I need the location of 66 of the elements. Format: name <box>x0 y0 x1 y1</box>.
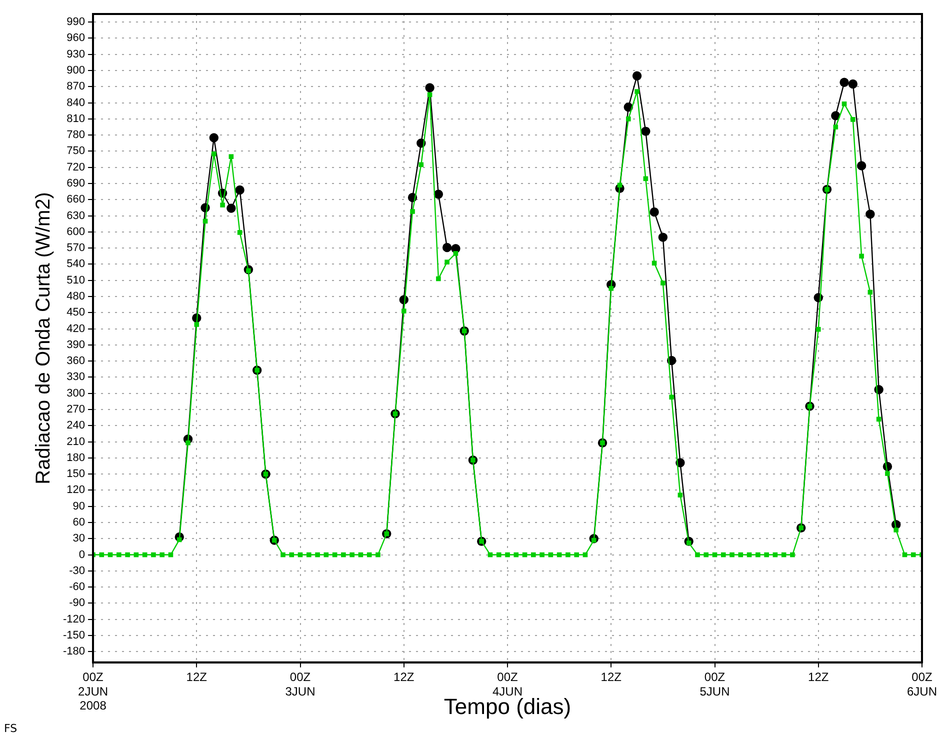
y-tick-label: 0 <box>78 548 86 561</box>
y-tick-label: 240 <box>66 420 86 432</box>
point <box>831 111 840 120</box>
y-tick-label: 90 <box>72 500 86 512</box>
y-tick-label: 930 <box>66 48 86 60</box>
x-tick-label: 12Z <box>808 670 829 684</box>
y-tick-label: 900 <box>66 64 86 77</box>
y-tick-label: 540 <box>66 258 86 270</box>
y-tick-label: 660 <box>66 194 86 206</box>
point <box>866 210 875 219</box>
y-tick-label: 690 <box>66 178 86 190</box>
y-tick-label: -180 <box>62 646 86 658</box>
y-tick-label: 630 <box>66 210 86 222</box>
y-tick-label: 480 <box>66 290 86 303</box>
y-tick-label: -120 <box>62 613 86 626</box>
y-tick-label: 270 <box>66 404 86 416</box>
y-tick-label: 990 <box>66 16 86 28</box>
point <box>442 242 452 252</box>
y-tick-label: 30 <box>72 532 86 545</box>
x-tick-label: 12Z <box>186 670 207 684</box>
y-tick-label: -90 <box>69 597 86 610</box>
y-tick-label: 360 <box>66 355 86 368</box>
y-tick-label: -60 <box>69 581 86 594</box>
x-tick-label: 00Z 5JUN <box>700 670 730 698</box>
y-tick-label: 450 <box>66 306 86 319</box>
point <box>641 126 650 136</box>
point <box>434 190 444 199</box>
y-tick-label: 510 <box>66 274 86 286</box>
y-tick-label: 870 <box>66 80 86 93</box>
x-tick-label: 12Z <box>600 670 622 684</box>
y-tick-label: 780 <box>66 129 86 142</box>
y-tick-label: 60 <box>72 516 86 529</box>
x-tick-label: 00Z 3JUN <box>285 670 316 698</box>
y-tick-label: 960 <box>66 32 86 44</box>
text: FS <box>4 722 18 735</box>
x-tick-label: 00Z 6JUN <box>906 670 938 698</box>
y-tick-label: 420 <box>66 322 86 335</box>
y-axis-title: Radiacao de Onda Curta (W/m2) <box>32 192 55 484</box>
point <box>235 185 244 195</box>
point <box>856 161 866 170</box>
y-tick-label: -30 <box>69 564 86 577</box>
x-tick-label: 00Z 2JUN 2008 <box>78 670 108 713</box>
y-tick-label: 120 <box>66 484 86 496</box>
y-tick-label: 600 <box>66 226 86 238</box>
point <box>425 83 434 92</box>
x-tick-label: 00Z 4JUN <box>492 670 523 698</box>
y-tick-label: 180 <box>66 452 86 464</box>
point <box>840 78 849 87</box>
point <box>848 79 858 89</box>
x-tick-label: 12Z <box>394 670 414 684</box>
y-tick-label: 810 <box>66 112 86 125</box>
y-tick-label: 840 <box>66 96 86 109</box>
y-tick-label: -150 <box>62 630 86 642</box>
y-tick-label: 720 <box>66 161 86 174</box>
point <box>650 207 659 217</box>
y-tick-label: 150 <box>66 468 86 480</box>
point <box>226 204 236 213</box>
point <box>658 232 668 242</box>
y-tick-label: 300 <box>66 387 86 400</box>
point <box>209 133 219 142</box>
y-tick-label: 330 <box>66 371 86 384</box>
point <box>632 71 642 80</box>
y-tick-label: 210 <box>66 436 86 448</box>
y-tick-label: 570 <box>66 242 86 254</box>
y-tick-label: 390 <box>66 338 86 351</box>
y-tick-label: 750 <box>66 145 86 158</box>
